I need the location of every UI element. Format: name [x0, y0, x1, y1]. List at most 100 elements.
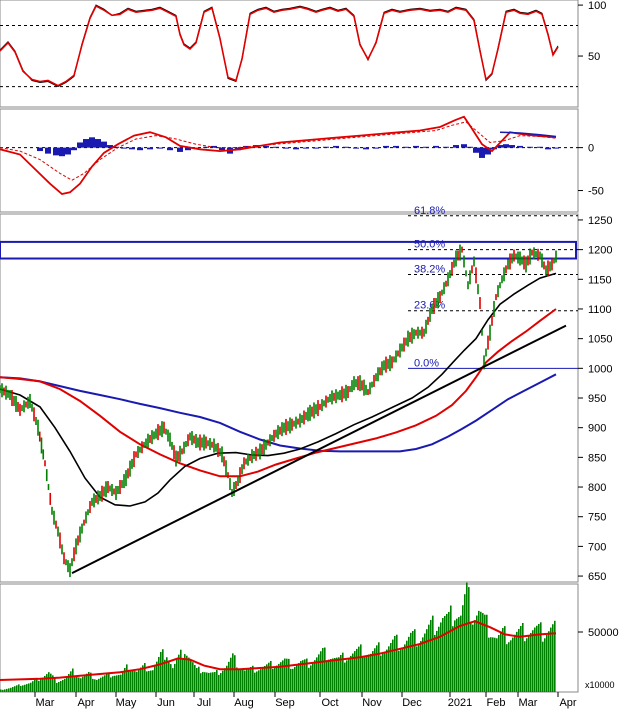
volume-bar: [328, 659, 330, 692]
macd-histogram-bar: [147, 147, 153, 150]
volume-bar: [278, 663, 280, 692]
volume-bar: [240, 669, 242, 692]
volume-bar: [468, 587, 470, 692]
volume-bar: [318, 654, 320, 692]
oscillator-panel: [0, 0, 579, 108]
volume-bar: [166, 657, 168, 692]
volume-bar: [260, 669, 262, 692]
macd-histogram-bar: [553, 147, 559, 149]
volume-bar: [274, 667, 276, 692]
volume-bar: [478, 610, 480, 692]
volume-bar: [114, 675, 116, 692]
macd-y-tick-label: -50: [588, 186, 604, 198]
volume-bar: [282, 660, 284, 692]
volume-bar: [550, 627, 552, 692]
volume-bar: [186, 655, 188, 692]
volume-bar: [246, 669, 248, 692]
volume-bar: [480, 611, 482, 692]
volume-bar: [268, 662, 270, 692]
oscillator-y-tick-label: 100: [588, 0, 606, 12]
volume-bar: [72, 668, 74, 692]
volume-bar: [412, 631, 414, 692]
volume-bar: [100, 677, 102, 692]
volume-bar: [398, 650, 400, 692]
macd-histogram-bar: [89, 137, 95, 148]
volume-bar: [438, 626, 440, 692]
month-label: Mar: [519, 697, 538, 709]
macd-blue-line: [499, 131, 557, 138]
volume-bar: [120, 674, 122, 692]
volume-bar: [48, 672, 50, 692]
volume-bar: [54, 677, 56, 692]
volume-bar: [312, 662, 314, 692]
volume-bar: [476, 615, 478, 692]
volume-bar: [270, 660, 272, 692]
volume-bar: [548, 631, 550, 692]
volume-bar: [528, 635, 530, 692]
volume-bar: [198, 666, 200, 692]
volume-moving-average: [0, 620, 557, 681]
volume-bar: [420, 641, 422, 692]
macd-histogram-bar: [95, 139, 101, 148]
macd-histogram-bar: [71, 147, 77, 151]
volume-bar: [384, 651, 386, 692]
volume-bar: [394, 636, 396, 692]
volume-bar: [518, 628, 520, 692]
volume-bar: [50, 673, 52, 692]
volume-bar: [404, 644, 406, 692]
volume-bar: [302, 660, 304, 692]
macd-line-red: [0, 115, 557, 195]
volume-bar: [540, 622, 542, 692]
volume-bar: [428, 624, 430, 692]
price-y-tick-label: 900: [588, 423, 606, 435]
price-y-tick-label: 1250: [588, 215, 612, 227]
volume-bar: [436, 630, 438, 692]
volume-bar: [344, 662, 346, 692]
macd-histogram-bar: [373, 147, 379, 149]
macd-histogram-bar: [65, 147, 71, 155]
volume-bar: [206, 672, 208, 692]
month-label: 2021: [448, 697, 472, 709]
macd-histogram-bar: [363, 147, 369, 150]
volume-unit-label: x10000: [585, 680, 615, 690]
volume-bar: [196, 668, 198, 692]
volume-bar: [266, 664, 268, 692]
volume-bar: [60, 681, 62, 692]
macd-histogram-bar: [177, 147, 183, 152]
month-label: Oct: [321, 697, 338, 709]
volume-bar: [554, 620, 556, 692]
macd-histogram-bar: [137, 147, 143, 151]
volume-bar: [542, 641, 544, 692]
volume-bar: [346, 660, 348, 692]
volume-bar: [544, 638, 546, 692]
volume-bar: [354, 651, 356, 692]
volume-bar: [126, 664, 128, 692]
macd-histogram-bar: [273, 146, 279, 148]
volume-bar: [194, 664, 196, 692]
volume-bar: [400, 649, 402, 692]
volume-bar: [182, 658, 184, 692]
volume-bar: [156, 661, 158, 692]
volume-bar: [498, 634, 500, 692]
volume-bar: [458, 617, 460, 692]
volume-bar: [500, 631, 502, 692]
volume-bar: [296, 665, 298, 692]
macd-histogram-bar: [509, 145, 515, 148]
volume-bar: [20, 685, 22, 692]
volume-bar: [430, 620, 432, 692]
volume-bar: [372, 651, 374, 692]
volume-bar: [104, 675, 106, 692]
volume-bar: [462, 605, 464, 692]
macd-histogram-bar: [413, 145, 419, 148]
volume-bar: [102, 676, 104, 692]
volume-bar: [216, 669, 218, 692]
volume-bar: [356, 648, 358, 692]
volume-bar: [38, 680, 40, 692]
volume-bar: [204, 672, 206, 692]
volume-bar: [226, 665, 228, 692]
volume-bar: [16, 685, 18, 692]
macd-histogram-bar: [83, 139, 89, 148]
volume-bar: [532, 630, 534, 692]
